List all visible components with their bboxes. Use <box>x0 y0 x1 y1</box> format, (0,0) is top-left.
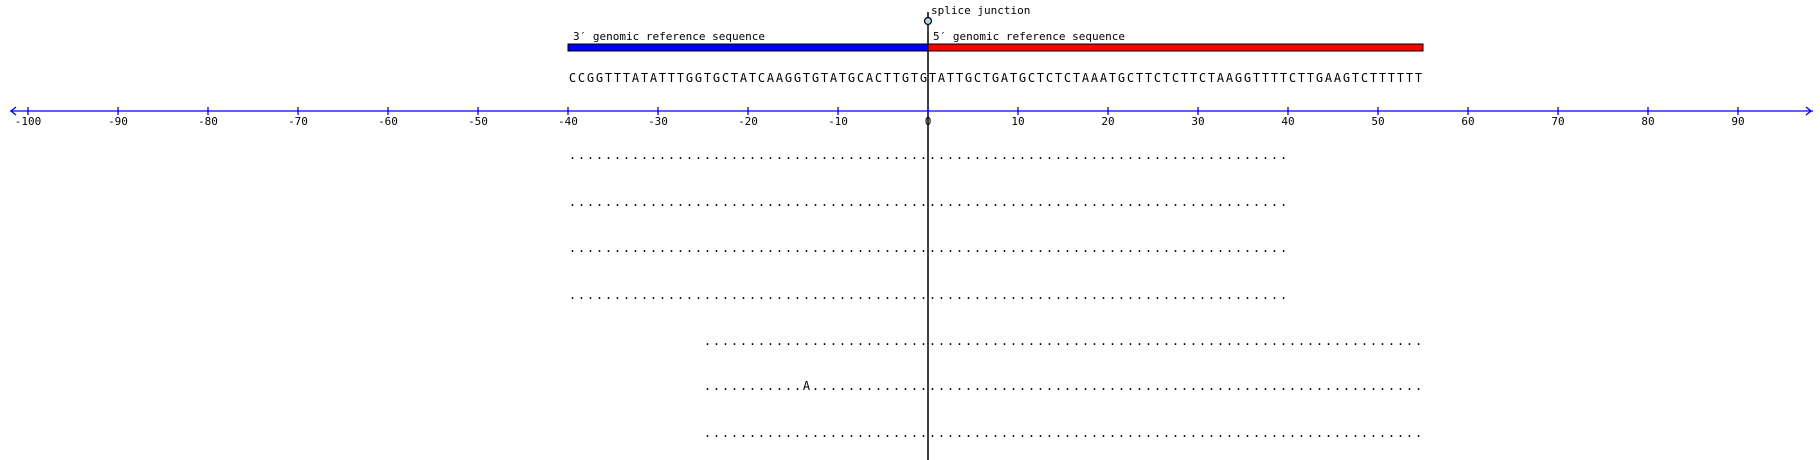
left-reference-sequence-text: CCGGTTTATATTTGGTGCTATCAAGGTGTATGCACTTGTG <box>569 71 929 85</box>
axis-tick-label: 90 <box>1731 115 1744 128</box>
axis-tick-label: -40 <box>558 115 578 128</box>
axis-right-arrow-icon <box>1805 106 1813 116</box>
axis-tick-label: -60 <box>378 115 398 128</box>
axis-tick-label: 0 <box>925 115 932 128</box>
axis-tick-label: -10 <box>828 115 848 128</box>
read-row: ........................................… <box>704 334 1424 348</box>
read-row: ........................................… <box>569 288 1289 302</box>
left-reference-label: 3′ genomic reference sequence <box>573 30 765 43</box>
right-reference-label: 5′ genomic reference sequence <box>933 30 1125 43</box>
axis-tick-label: 30 <box>1191 115 1204 128</box>
axis-tick-label: -80 <box>198 115 218 128</box>
splice-junction-marker-icon <box>923 16 933 26</box>
right-reference-sequence-text: TATTGCTGATGCTCTCTAAATGCTTCTCTTCTAAGGTTTT… <box>929 71 1424 85</box>
read-row: ........................................… <box>569 195 1289 209</box>
axis-tick-label: -100 <box>15 115 42 128</box>
axis-tick-label: 70 <box>1551 115 1564 128</box>
read-row: ........................................… <box>569 241 1289 255</box>
read-row: ........................................… <box>704 426 1424 440</box>
position-axis: -100 -90 -80 -70 -60 -50 -40 -30 -20 -10 0 10 20 30 40… <box>9 106 1813 128</box>
axis-tick-label: -20 <box>738 115 758 128</box>
axis-tick-label: 80 <box>1641 115 1654 128</box>
axis-tick-label: 20 <box>1101 115 1114 128</box>
axis-tick-label: 60 <box>1461 115 1474 128</box>
axis-tick-label: -50 <box>468 115 488 128</box>
axis-left-arrow-icon <box>9 106 17 116</box>
splice-junction-label: splice junction <box>931 4 1030 17</box>
reads: ........................................… <box>569 148 1424 440</box>
right-reference-bar <box>927 43 1424 52</box>
axis-tick-label: -90 <box>108 115 128 128</box>
axis-tick-label: 40 <box>1281 115 1294 128</box>
read-row: ........................................… <box>569 148 1289 162</box>
reference-sequence: CCGGTTTATATTTGGTGCTATCAAGGTGTATGCACTTGTG… <box>569 71 1424 85</box>
left-reference-bar <box>567 43 929 52</box>
axis-tick-label: -70 <box>288 115 308 128</box>
axis-tick-label: 10 <box>1011 115 1024 128</box>
axis-tick-label: 50 <box>1371 115 1384 128</box>
read-row: ...........A............................… <box>704 379 1424 393</box>
axis-tick-label: -30 <box>648 115 668 128</box>
